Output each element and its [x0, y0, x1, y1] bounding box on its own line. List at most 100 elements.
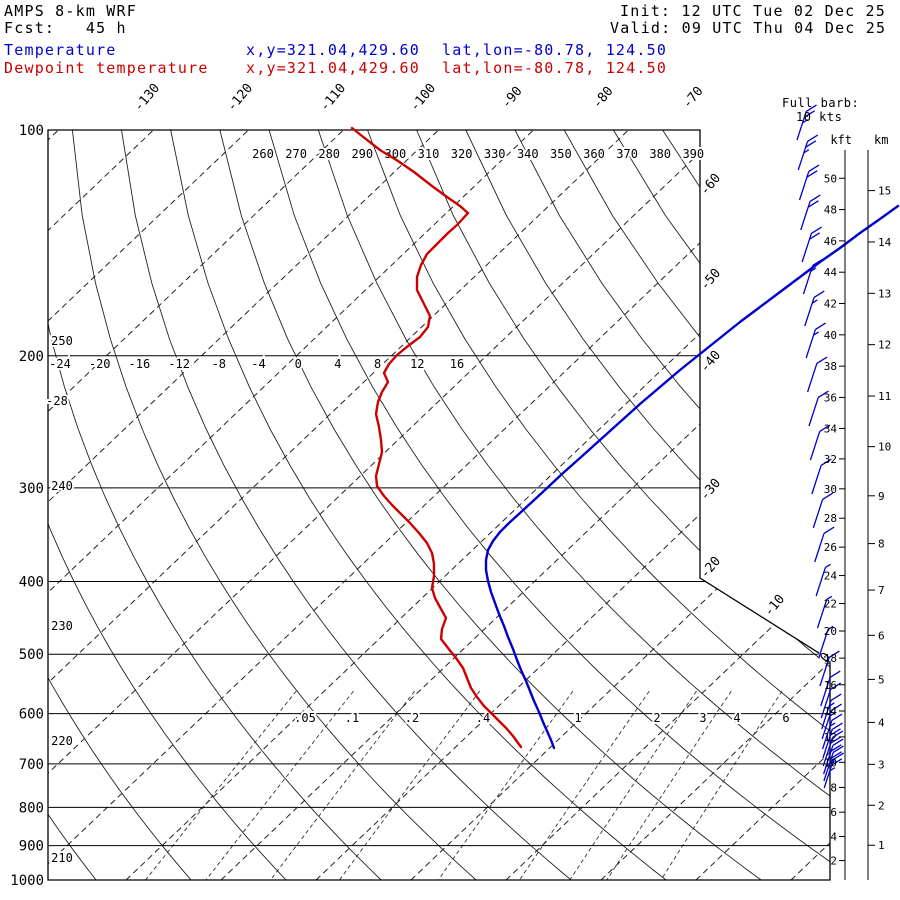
svg-text:11: 11: [878, 390, 891, 403]
svg-text:48: 48: [824, 204, 837, 217]
svg-text:320: 320: [451, 147, 473, 161]
svg-text:340: 340: [517, 147, 539, 161]
wind-barb-column: [796, 104, 845, 789]
svg-text:-8: -8: [212, 357, 226, 371]
height-scales: kft km50484644424038363432302826242220181…: [824, 133, 892, 880]
svg-text:15: 15: [878, 185, 891, 198]
svg-text:20: 20: [824, 625, 837, 638]
dewpoint-grid-coords: x,y=321.04,429.60: [246, 59, 420, 77]
temperature-latlon: lat,lon=-80.78, 124.50: [442, 41, 668, 59]
svg-text:14: 14: [824, 705, 838, 718]
svg-text:230: 230: [51, 619, 73, 633]
svg-text:390: 390: [682, 147, 704, 161]
svg-text:46: 46: [824, 235, 837, 248]
svg-text:-16: -16: [129, 357, 151, 371]
svg-text:8: 8: [830, 781, 837, 794]
svg-text:250: 250: [51, 334, 73, 348]
svg-text:360: 360: [583, 147, 605, 161]
svg-text:100: 100: [19, 123, 44, 139]
svg-text:-50: -50: [698, 266, 725, 294]
svg-text:36: 36: [824, 391, 837, 404]
svg-text:9: 9: [878, 490, 885, 503]
dewpoint-legend-label: Dewpoint temperature: [4, 59, 209, 77]
temperature-grid-coords: x,y=321.04,429.60: [246, 41, 420, 59]
svg-text:26: 26: [824, 541, 837, 554]
svg-text:-4: -4: [251, 357, 265, 371]
background-grid: [48, 130, 830, 880]
svg-text:km: km: [874, 133, 888, 147]
svg-text:-30: -30: [698, 476, 725, 504]
svg-text:4: 4: [878, 716, 885, 729]
forecast-hour: Fcst: 45 h: [4, 19, 127, 37]
svg-text:14: 14: [878, 236, 892, 249]
svg-text:2: 2: [653, 711, 660, 725]
svg-text:5: 5: [878, 673, 885, 686]
svg-text:.05: .05: [294, 711, 316, 725]
svg-text:50: 50: [824, 172, 837, 185]
svg-text:18: 18: [824, 652, 837, 665]
svg-text:380: 380: [649, 147, 671, 161]
svg-text:42: 42: [824, 298, 837, 311]
svg-text:-10: -10: [762, 592, 789, 620]
svg-text:220: 220: [51, 734, 73, 748]
svg-text:3: 3: [699, 711, 706, 725]
svg-text:280: 280: [318, 147, 340, 161]
svg-text:44: 44: [824, 266, 838, 279]
svg-text:6: 6: [830, 806, 837, 819]
svg-text:13: 13: [878, 287, 891, 300]
svg-text:1: 1: [878, 839, 885, 852]
svg-text:kft: kft: [830, 133, 852, 147]
svg-text:-120: -120: [225, 81, 257, 115]
dewpoint-curve: [350, 126, 523, 749]
svg-text:400: 400: [19, 575, 44, 591]
svg-text:-100: -100: [408, 81, 440, 115]
svg-text:8: 8: [374, 357, 381, 371]
svg-text:290: 290: [351, 147, 373, 161]
svg-text:1000: 1000: [10, 873, 44, 889]
svg-text:8: 8: [878, 538, 885, 551]
svg-text:210: 210: [51, 851, 73, 865]
svg-text:-110: -110: [318, 81, 350, 115]
svg-text:6: 6: [878, 629, 885, 642]
svg-text:300: 300: [19, 481, 44, 497]
svg-text:12: 12: [824, 731, 837, 744]
svg-text:350: 350: [550, 147, 572, 161]
svg-text:32: 32: [824, 453, 837, 466]
valid-time: Valid: 09 UTC Thu 04 Dec 25: [610, 19, 887, 37]
svg-text:270: 270: [285, 147, 307, 161]
svg-text:300: 300: [385, 147, 407, 161]
svg-text:4: 4: [830, 831, 837, 844]
svg-text:6: 6: [782, 711, 789, 725]
svg-text:-80: -80: [590, 84, 617, 112]
svg-text:0: 0: [295, 357, 302, 371]
svg-text:40: 40: [824, 329, 837, 342]
temperature-curve: [484, 204, 900, 750]
svg-text:3: 3: [878, 758, 885, 771]
svg-text:12: 12: [878, 339, 891, 352]
svg-text:2: 2: [830, 855, 837, 868]
svg-text:.4: .4: [476, 711, 490, 725]
svg-text:-130: -130: [132, 81, 164, 115]
dewpoint-latlon: lat,lon=-80.78, 124.50: [442, 59, 668, 77]
svg-text:38: 38: [824, 360, 837, 373]
svg-text:310: 310: [418, 147, 440, 161]
barb-legend-line1: Full barb:: [782, 96, 860, 110]
svg-text:10: 10: [824, 756, 837, 769]
svg-text:500: 500: [19, 647, 44, 663]
svg-text:28: 28: [824, 512, 837, 525]
svg-text:-90: -90: [499, 84, 526, 112]
svg-text:16: 16: [450, 357, 464, 371]
svg-text:260: 260: [252, 147, 274, 161]
svg-text:330: 330: [484, 147, 506, 161]
svg-text:370: 370: [616, 147, 638, 161]
svg-text:800: 800: [19, 800, 44, 816]
svg-text:-12: -12: [168, 357, 190, 371]
svg-text:22: 22: [824, 598, 837, 611]
svg-text:16: 16: [824, 679, 837, 692]
svg-text:24: 24: [824, 570, 838, 583]
svg-text:.2: .2: [405, 711, 419, 725]
svg-text:-20: -20: [89, 357, 111, 371]
svg-text:4: 4: [733, 711, 740, 725]
svg-text:200: 200: [19, 349, 44, 365]
